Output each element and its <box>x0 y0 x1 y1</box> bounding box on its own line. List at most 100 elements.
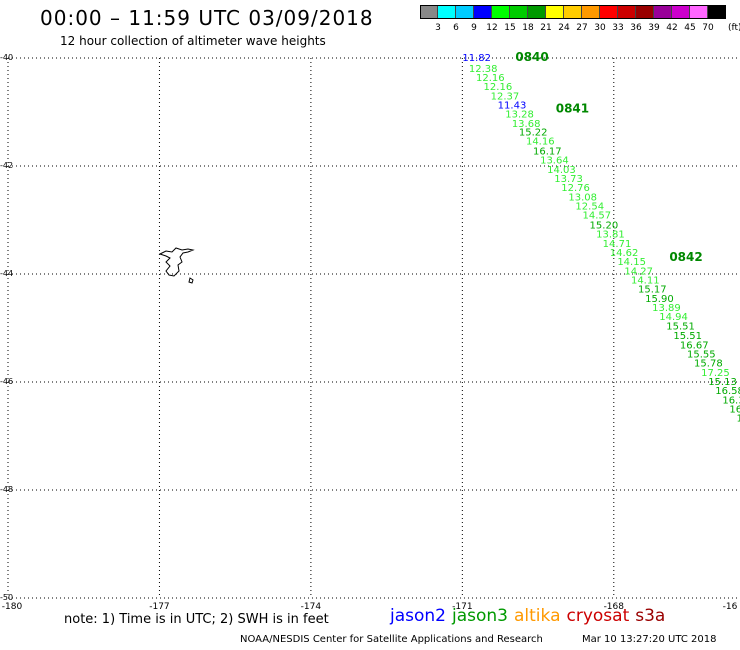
track-time-label: 0841 <box>556 101 589 115</box>
latitude-label: -46 <box>0 377 14 386</box>
wave-height-value: 14.71 <box>603 239 632 250</box>
wave-height-value: 13.28 <box>505 110 534 121</box>
wave-height-value: 12.16 <box>484 82 513 93</box>
wave-height-value: 17.25 <box>701 368 730 379</box>
colorbar-label: 18 <box>522 23 534 33</box>
colorbar-label: 24 <box>558 23 570 33</box>
latitude-label: -42 <box>0 161 14 170</box>
wave-height-value: 13.89 <box>652 303 681 314</box>
wave-height-value: 16.17 <box>533 146 562 157</box>
colorbar-swatch <box>600 5 618 19</box>
wave-height-value: 1 <box>736 414 740 425</box>
colorbar-swatch <box>618 5 636 19</box>
colorbar-label: 42 <box>666 23 678 33</box>
generated-timestamp: Mar 10 13:27:20 UTC 2018 <box>582 634 717 645</box>
units-note: note: 1) Time is in UTC; 2) SWH is in fe… <box>64 612 329 627</box>
wave-height-value: 14.11 <box>631 275 660 286</box>
credit-line: NOAA/NESDIS Center for Satellite Applica… <box>240 634 543 645</box>
colorbar-swatch <box>564 5 582 19</box>
satellite-name: cryosat <box>566 606 630 626</box>
latitude-label: -44 <box>0 269 14 278</box>
colorbar-label: 70 <box>702 23 714 33</box>
wave-height-value: 15.13 <box>708 377 737 388</box>
colorbar-swatch <box>456 5 474 19</box>
wave-height-value: 15.90 <box>645 294 674 305</box>
wave-height-value: 14.94 <box>659 312 688 323</box>
wave-height-value: 14.03 <box>547 165 576 176</box>
wave-height-value: 16.3 <box>722 395 740 406</box>
wave-height-value: 12.37 <box>491 91 520 102</box>
colorbar-label: 27 <box>576 23 588 33</box>
colorbar-label: 15 <box>504 23 516 33</box>
wave-height-value: 15.22 <box>519 128 548 139</box>
colorbar-frame <box>420 5 726 19</box>
wave-height-value: 13.68 <box>512 119 541 130</box>
wave-height-value: 14.16 <box>526 137 555 148</box>
satellite-name: altika <box>514 606 561 626</box>
colorbar-label: 36 <box>630 23 642 33</box>
satellite-legend: jason2 jason3 altika cryosat s3a <box>390 606 671 626</box>
longitude-label: -177 <box>149 602 170 612</box>
wave-height-value: 13.08 <box>568 192 597 203</box>
colorbar-swatch <box>492 5 510 19</box>
colorbar-label: 21 <box>540 23 552 33</box>
wave-height-value: 15.17 <box>638 285 667 296</box>
colorbar-label: 39 <box>648 23 660 33</box>
latitude-label: -48 <box>0 485 14 494</box>
longitude-label: -174 <box>300 602 322 612</box>
satellite-name: jason2 <box>390 606 446 626</box>
longitude-label: -171 <box>452 602 473 612</box>
colorbar-label: 30 <box>594 23 606 33</box>
latitude-label: -40 <box>0 53 14 62</box>
wave-height-value: 14.15 <box>617 257 646 268</box>
wave-height-value: 11.82 <box>462 53 491 64</box>
colorbar-label: 12 <box>486 23 498 33</box>
colorbar-swatch <box>690 5 708 19</box>
wave-height-value: 13.81 <box>596 230 625 241</box>
wave-height-value: 13.73 <box>554 174 583 185</box>
wave-height-value: 16. <box>729 405 740 416</box>
satellite-name: s3a <box>635 606 666 626</box>
colorbar-label: 45 <box>684 23 696 33</box>
colorbar-swatch <box>510 5 528 19</box>
colorbar-swatch <box>582 5 600 19</box>
wave-height-value: 15.51 <box>666 321 695 332</box>
wave-height-value: 11.43 <box>498 101 527 112</box>
colorbar-swatch <box>474 5 492 19</box>
colorbar-swatch <box>672 5 690 19</box>
satellite-name: jason3 <box>452 606 508 626</box>
colorbar-unit: (ft) <box>728 23 740 33</box>
colorbar-swatch <box>654 5 672 19</box>
wave-height-value: 12.76 <box>561 183 590 194</box>
track-time-label: 0840 <box>515 50 548 64</box>
colorbar-swatch <box>420 5 438 19</box>
wave-height-value: 16.58 <box>715 386 740 397</box>
map-title: 00:00 – 11:59 UTC 03/09/2018 <box>40 6 374 30</box>
altimeter-track: 11.8212.3812.1612.1612.3711.4313.2813.68… <box>462 50 740 425</box>
wave-height-value: 14.62 <box>610 248 639 259</box>
longitude-label: -180 <box>1 602 23 612</box>
track-time-label: 0842 <box>669 250 702 264</box>
colorbar-swatch <box>636 5 654 19</box>
graticule <box>7 57 740 599</box>
wave-height-value: 15.51 <box>673 331 702 342</box>
colorbar-label: 3 <box>435 23 441 33</box>
map-subtitle: 12 hour collection of altimeter wave hei… <box>60 34 326 48</box>
wave-height-value: 12.16 <box>476 73 505 84</box>
wave-height-value: 13.64 <box>540 156 569 167</box>
colorbar-label: 9 <box>471 23 477 33</box>
wave-height-value: 14.57 <box>582 211 611 222</box>
latitude-label: -50 <box>0 593 14 602</box>
colorbar-label: 6 <box>453 23 459 33</box>
colorbar-swatch <box>546 5 564 19</box>
colorbar-label: 33 <box>612 23 624 33</box>
colorbar-swatch <box>438 5 456 19</box>
wave-height-value: 15.78 <box>694 359 723 370</box>
wave-height-value: 16.67 <box>680 340 709 351</box>
longitude-label: -16 <box>722 602 738 612</box>
wave-height-value: 14.27 <box>624 266 653 277</box>
wave-height-value: 15.55 <box>687 349 716 360</box>
wave-height-value: 12.54 <box>575 202 604 213</box>
chatham-islands-outline <box>158 247 195 284</box>
